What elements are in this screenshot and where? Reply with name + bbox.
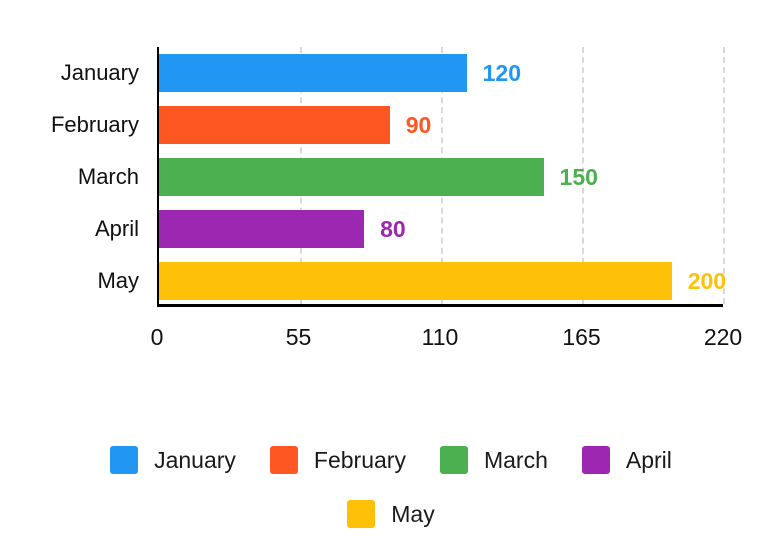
x-axis-tick-labels: 0 55 110 165 220 bbox=[151, 324, 743, 354]
legend-items: January February March April May bbox=[61, 446, 721, 528]
chart-legend: January February March April May bbox=[0, 446, 782, 528]
gridline-x-220 bbox=[723, 47, 725, 304]
legend-item-january[interactable]: January bbox=[110, 446, 236, 474]
value-label-april: 80 bbox=[380, 215, 406, 242]
legend-item-february[interactable]: February bbox=[269, 446, 406, 474]
bar-february[interactable] bbox=[159, 106, 390, 144]
legend-swatch-april bbox=[581, 446, 610, 474]
gridline-x-165 bbox=[582, 47, 584, 304]
legend-swatch-february bbox=[269, 446, 298, 474]
plot-area: 120 90 150 80 200 bbox=[157, 47, 727, 307]
x-tick-label-110: 110 bbox=[421, 324, 459, 350]
x-tick-label-220: 220 bbox=[703, 324, 743, 350]
category-label-february: February bbox=[50, 112, 139, 137]
x-tick-label-0: 0 bbox=[150, 324, 164, 350]
bar-row-january: 120 bbox=[159, 47, 723, 99]
legend-item-march[interactable]: March bbox=[439, 446, 548, 474]
bar-row-march: 150 bbox=[159, 151, 723, 203]
legend-item-april[interactable]: April bbox=[581, 446, 672, 474]
y-axis-category-labels: January February March April May bbox=[0, 47, 139, 307]
category-label-april: April bbox=[94, 216, 139, 241]
legend-swatch-may bbox=[347, 500, 376, 528]
bar-may[interactable] bbox=[159, 262, 672, 300]
value-label-february: 90 bbox=[405, 111, 432, 138]
legend-label-february: February bbox=[313, 446, 406, 473]
legend-swatch-january bbox=[110, 446, 139, 474]
value-label-january: 120 bbox=[482, 59, 521, 86]
legend-label-april: April bbox=[625, 446, 672, 473]
legend-label-january: January bbox=[154, 446, 236, 473]
category-label-may: May bbox=[97, 268, 139, 293]
bar-row-february: 90 bbox=[159, 99, 723, 151]
legend-label-march: March bbox=[483, 446, 548, 473]
bar-january[interactable] bbox=[159, 54, 467, 92]
value-label-march: 150 bbox=[559, 163, 598, 190]
value-label-may: 200 bbox=[687, 267, 727, 294]
category-label-january: January bbox=[60, 60, 139, 85]
bar-april[interactable] bbox=[159, 210, 365, 248]
category-label-march: March bbox=[77, 164, 139, 189]
x-tick-label-55: 55 bbox=[285, 324, 312, 350]
bar-row-may: 200 bbox=[159, 255, 727, 307]
legend-label-may: May bbox=[391, 500, 435, 527]
legend-item-may[interactable]: May bbox=[347, 500, 435, 528]
bar-march[interactable] bbox=[159, 158, 544, 196]
legend-swatch-march bbox=[439, 446, 468, 474]
bar-row-april: 80 bbox=[159, 203, 723, 255]
x-tick-label-165: 165 bbox=[562, 324, 601, 350]
